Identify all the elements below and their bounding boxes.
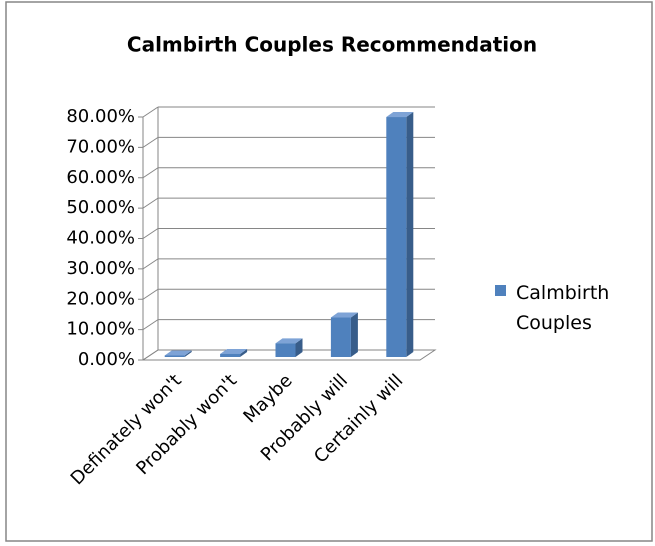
bar-side [240, 348, 248, 357]
grid-line [142, 197, 159, 209]
y-tick-label: 60.00% [66, 167, 135, 188]
bar-side [406, 112, 414, 357]
y-tick-label: 20.00% [66, 288, 135, 309]
y-tick-label: 10.00% [66, 319, 135, 340]
bar-top [164, 350, 192, 356]
grid-line [142, 349, 159, 361]
y-tick-label: 30.00% [66, 258, 135, 279]
legend-label: Calmbirth Couples [516, 282, 610, 334]
bar-top [220, 348, 248, 354]
grid-line [142, 228, 159, 239]
y-tick-label: 70.00% [66, 136, 135, 157]
y-tick-label: 80.00% [66, 106, 135, 127]
chart-border [5, 1, 653, 542]
bar-top [275, 338, 303, 344]
grid-line [142, 106, 159, 118]
grid-line [142, 288, 159, 300]
grid-line [142, 136, 159, 148]
bar-side [295, 338, 303, 357]
bar-side [184, 350, 192, 357]
y-tick-label: 0.00% [78, 349, 135, 370]
bar-side [350, 312, 358, 357]
bar [330, 317, 351, 357]
bar [275, 343, 296, 357]
bar [220, 353, 241, 357]
bar [386, 117, 407, 357]
chart-title: Calmbirth Couples Recommendation [127, 33, 537, 57]
grid-line [142, 258, 159, 270]
grid-line [142, 167, 159, 179]
bar-top [330, 312, 358, 318]
bar [164, 355, 185, 357]
bar-top [386, 112, 414, 118]
grid-line [142, 319, 159, 331]
y-tick-label: 50.00% [66, 197, 135, 218]
legend-swatch [495, 285, 506, 296]
y-tick-label: 40.00% [66, 228, 135, 249]
